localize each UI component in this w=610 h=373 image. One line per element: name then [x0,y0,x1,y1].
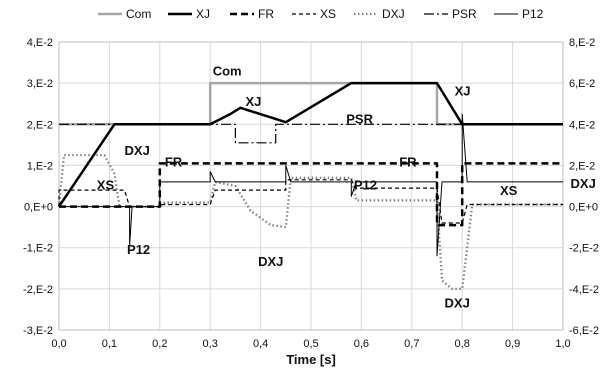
x-axis-title: Time [s] [286,352,336,367]
x-tick-label: 0,7 [404,338,419,350]
x-tick-label: 0,3 [203,338,218,350]
x-tick-label: 0,6 [354,338,369,350]
legend-label-com: Com [126,7,151,21]
annotation-p12: P12 [127,242,150,257]
annotation-dxj: DXJ [571,176,596,191]
series-line-xj [57,81,563,208]
annotation-xs: XS [97,177,115,192]
annotation-xj: XJ [245,94,261,109]
x-tick-label: 0,8 [455,338,470,350]
series-line-fr [59,162,563,227]
y2-tick-label: 0,E+0 [569,202,598,214]
annotation-xs: XS [500,183,518,198]
y-tick-label: -3,E-2 [23,325,53,337]
annotation-dxj: DXJ [445,295,470,310]
y2-tick-label: -4,E-2 [569,284,599,296]
legend-label-fr: FR [258,7,274,21]
x-tick-label: 0,9 [505,338,520,350]
plot-area [58,41,564,331]
annotation-fr: FR [165,154,183,169]
y-tick-label: -2,E-2 [23,284,53,296]
x-tick-label: 1,0 [555,338,570,350]
y-tick-label: 4,E-2 [27,37,53,49]
annotation-fr: FR [399,154,417,169]
y2-tick-label: -6,E-2 [569,325,599,337]
x-tick-label: 0,1 [102,338,117,350]
annotation-com: Com [213,64,242,79]
x-tick-label: 0,4 [253,338,268,350]
legend-label-p12: P12 [522,7,544,21]
series-line-p12 [59,113,563,257]
annotation-p12: P12 [354,177,377,192]
tick-labels: 4,E-2 8,E-2 3,E-2 6,E-2 2,E-2 4,E-2 1,E-2 2,E-2… [23,37,599,350]
series-lines [57,81,563,291]
x-tick-label: 0,2 [152,338,167,350]
annotation-psr: PSR [346,111,373,126]
grid [58,41,564,331]
y2-tick-label: 6,E-2 [569,78,595,90]
legend-label-dxj: DXJ [382,7,405,21]
y-tick-label: 2,E-2 [27,119,53,131]
y-tick-label: 1,E-2 [27,160,53,172]
annotation-xj: XJ [455,83,471,98]
series-line-xs [58,179,563,224]
y-tick-label: -1,E-2 [23,243,53,255]
legend-label-xs: XS [320,7,336,21]
y2-tick-label: 8,E-2 [569,37,595,49]
x-tick-label: 0,5 [303,338,318,350]
x-tick-label: 0,0 [51,338,66,350]
y2-tick-label: 4,E-2 [569,119,595,131]
legend-label-psr: PSR [452,7,477,21]
y2-tick-label: 2,E-2 [569,160,595,172]
legend-label-xj: XJ [196,7,210,21]
y-tick-label: 0,E+0 [24,202,53,214]
annotation-dxj: DXJ [258,254,283,269]
legend: Com XJ FR XS DXJ PSR P12 [98,7,544,21]
annotation-dxj: DXJ [125,143,150,158]
y-tick-label: 3,E-2 [27,78,53,90]
y2-tick-label: -2,E-2 [569,243,599,255]
